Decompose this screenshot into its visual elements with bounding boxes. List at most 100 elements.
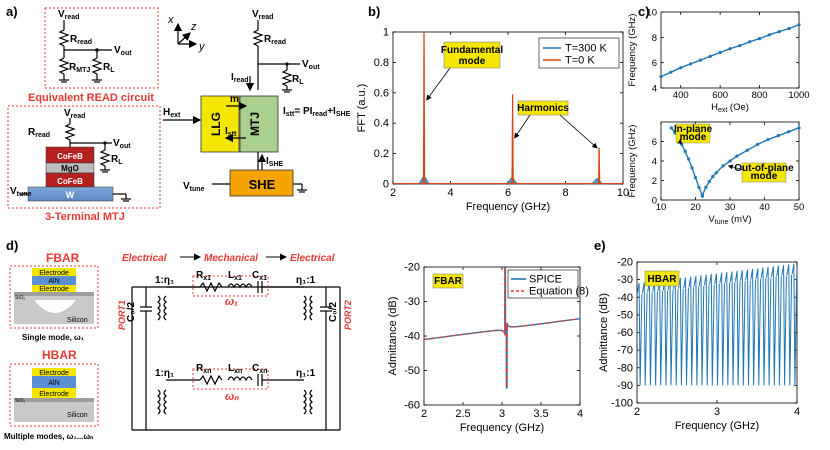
block-iread-label: Iread: [231, 72, 249, 84]
fbar-sio2: SiO₂: [15, 295, 25, 301]
data-point: [767, 33, 772, 37]
y-tick-label: 6: [652, 137, 657, 148]
y-tick-label: 0.4: [374, 118, 389, 130]
port2-label: PORT2: [343, 300, 353, 330]
data-point: [738, 43, 742, 48]
data-point: [721, 164, 725, 168]
x-axis-label-main: Frequency (GHz): [675, 420, 759, 432]
data-point: [697, 185, 701, 189]
mtj-rread-label: Rread: [28, 127, 50, 139]
fbar-box: [9, 265, 99, 329]
fbar-caption: Single mode, ω₁: [22, 333, 85, 342]
rxn-label: Rxn: [196, 363, 211, 375]
y-tick-label: 8: [652, 33, 657, 44]
mtj-rl-label: RL: [111, 154, 123, 166]
annotation-line: mode: [680, 132, 707, 143]
omega-n-label: ωₙ: [225, 391, 239, 403]
x-tick-label: 8: [562, 187, 568, 199]
lxn-label: Lxn: [228, 363, 242, 375]
annotation-line: mode: [751, 171, 778, 182]
y-axis-label: Frequency (GHz): [627, 14, 638, 87]
annotation-arrow: [559, 114, 598, 149]
data-point: [728, 159, 732, 163]
c0-left: C₀/2: [126, 301, 137, 322]
y-tick-label: -20: [404, 262, 420, 274]
y-tick-label: 4: [652, 157, 657, 168]
legend-entry: T=300 K: [565, 43, 608, 55]
panel-e: e) 2 3 4 -100 -90 -80 -70 -60 -50 -40 -30 -20 Freque…: [594, 238, 800, 432]
ratio-right-1: η₁:1: [296, 275, 316, 286]
panel-b: b) 2 4 6 8 10 0 0.2 0.4 0.6 0.8 1 Frequency (GHz) FF…: [356, 4, 629, 213]
panel-e-label: e): [594, 238, 606, 253]
x-tick-label: 2: [634, 406, 640, 418]
panel-c-label: c): [638, 4, 650, 19]
x-axis-label-main: Frequency (GHz): [466, 201, 550, 213]
read-rl-label: RL: [103, 62, 115, 74]
annotation-arrow: [426, 67, 451, 101]
fbar-tag: FBAR: [432, 273, 464, 289]
x-tick-label: 1000: [788, 90, 809, 101]
omega-1-label: ω₁: [225, 296, 238, 308]
fft-chart: 2 4 6 8 10 0 0.2 0.4 0.6 0.8 1 Frequency (GHz) FFT (…: [356, 27, 629, 214]
y-tick-label: -40: [617, 292, 633, 304]
annotation-line: Fundamental: [441, 45, 503, 56]
stt-equation: Istt= PIread+ISHE: [283, 106, 351, 118]
hbar-aln: AlN: [48, 380, 59, 387]
x-tick-label: 400: [673, 90, 689, 101]
panel-b-label: b): [368, 4, 380, 19]
y-axis-label: FFT (a.u.): [356, 84, 368, 133]
cx1-label: Cx1: [252, 270, 267, 282]
annotation-line: Out-of-plane: [734, 163, 794, 174]
hbar-electrode-bottom: Electrode: [39, 391, 69, 398]
legend-entry: T=0 K: [565, 55, 595, 67]
y-tick-label: -60: [404, 400, 420, 412]
layer-cofeb-bottom: CoFeB: [57, 177, 83, 186]
ratio-left-1: 1:η₁: [155, 275, 174, 286]
fbar-admittance-chart: 2 2.5 3 3.5 4 -60 -50 -40 -30 -20 Frequency (GHz) A…: [387, 262, 589, 435]
x-tick-label: 30: [725, 202, 736, 213]
mtj-device: CoFeB MgO CoFeB W Vread Rread Vout RL Vt…: [10, 108, 131, 202]
data-point: [711, 175, 715, 179]
x-axis-label-main: V: [708, 214, 715, 225]
she-block: SHE: [249, 177, 276, 192]
annotation-line: mode: [459, 56, 486, 67]
x-tick-label: 3.5: [533, 408, 548, 420]
layer-mgo: MgO: [61, 164, 79, 173]
read-circuit: Vread Rread Vout RMTJ RL: [58, 9, 132, 83]
y-tick-label: -50: [404, 365, 420, 377]
mtj-device-box: [7, 105, 161, 209]
hbar-electrode-top: Electrode: [39, 370, 69, 377]
x-tick-label: 3: [499, 408, 505, 420]
block-vtune-label: Vtune: [183, 181, 205, 193]
cxn-label: Cxn: [252, 363, 267, 375]
domain-flow: Electrical Mechanical Electrical: [122, 253, 335, 264]
axis-x-label: x: [167, 14, 174, 26]
data-point: [688, 62, 693, 66]
y-tick-label: -90: [617, 380, 633, 392]
block-rl-label: RL: [292, 74, 304, 86]
fbar-electrode-bottom: Electrode: [39, 286, 69, 293]
legend-box: [538, 37, 620, 69]
fbar-device: Electrode AlN Electrode SiO₂ Silicon: [14, 268, 94, 324]
x-axis-label-sub: ext: [718, 107, 727, 114]
hbar-sio2: SiO₂: [15, 398, 25, 404]
y-tick-label: -40: [404, 331, 420, 343]
data-point: [797, 23, 801, 27]
data-point: [718, 50, 722, 55]
tag-text: HBAR: [648, 274, 678, 285]
data-point: [728, 47, 732, 51]
read-rread-label: Rread: [70, 34, 92, 46]
data-point: [700, 193, 705, 197]
fbar-aln: AlN: [48, 278, 59, 285]
panel-d: d) FBAR Electrode AlN Electrode SiO₂ Sil…: [4, 238, 589, 441]
annotation-box: [517, 100, 569, 116]
panel-a: a) Vread Rread Vout RMTJ RL Equivalent R…: [6, 4, 351, 223]
read-vout-label: Vout: [114, 45, 132, 57]
y-tick-label: 10: [646, 8, 657, 19]
y-tick-label: 0: [383, 179, 389, 191]
x-tick-label: 4: [447, 187, 453, 199]
